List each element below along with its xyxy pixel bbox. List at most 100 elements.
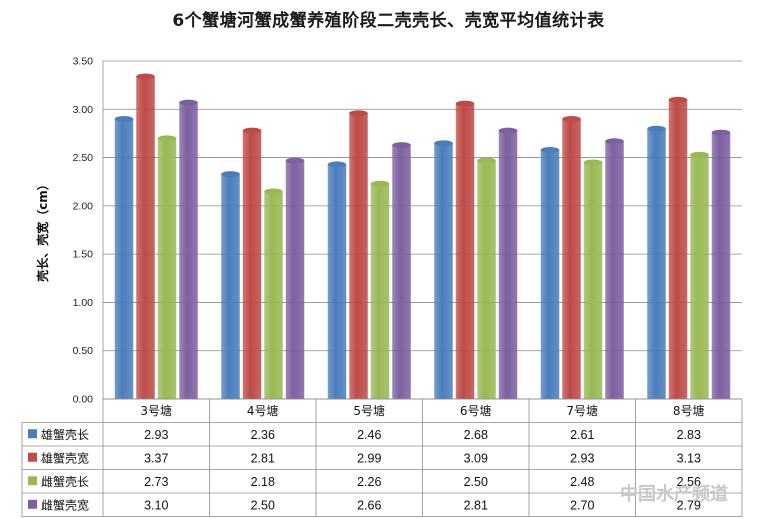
bar <box>370 183 390 399</box>
bar-cap <box>605 138 624 145</box>
y-tick-label: 1.00 <box>73 297 94 309</box>
bar <box>242 130 262 400</box>
y-tick-label: 2.00 <box>73 200 94 212</box>
y-axis: 0.00 0.50 1.00 1.50 2.00 2.50 3.00 3.50 <box>73 56 104 406</box>
x-tick-label: 3号塘 <box>140 403 172 418</box>
bar <box>647 128 666 399</box>
bar <box>179 102 198 399</box>
legend-swatch <box>28 452 37 462</box>
y-tick-label: 1.50 <box>73 249 94 261</box>
bar <box>668 99 688 399</box>
data-label: 3.09 <box>464 451 488 465</box>
bar-cap <box>477 157 496 164</box>
legend-swatch <box>28 499 37 509</box>
data-label: 2.56 <box>677 475 701 489</box>
data-label: 2.81 <box>464 498 488 512</box>
data-label: 2.93 <box>144 428 168 442</box>
bar <box>498 130 518 400</box>
y-tick-label: 2.50 <box>73 152 94 164</box>
bar-cap <box>179 99 198 106</box>
bar <box>221 174 240 399</box>
bar <box>157 138 177 400</box>
data-label: 2.93 <box>570 451 594 465</box>
data-label: 2.48 <box>570 475 594 489</box>
bar <box>690 154 709 399</box>
bar <box>583 162 603 399</box>
bar <box>562 119 581 399</box>
data-label: 3.37 <box>144 451 168 465</box>
data-label: 2.73 <box>144 475 168 489</box>
bar-cap <box>668 96 688 103</box>
bar-cap <box>157 135 177 142</box>
data-label: 2.66 <box>357 498 381 512</box>
data-label: 2.70 <box>570 498 594 512</box>
x-tick-label: 7号塘 <box>566 403 598 418</box>
data-label: 2.46 <box>357 428 381 442</box>
x-tick-label: 4号塘 <box>247 403 279 418</box>
data-label: 2.68 <box>464 428 488 442</box>
bar-cap <box>647 125 666 132</box>
bars <box>114 73 731 400</box>
bar <box>711 132 731 399</box>
y-tick-label: 3.00 <box>73 104 94 116</box>
bar-cap <box>264 188 283 195</box>
legend-swatch <box>28 476 37 486</box>
bar <box>285 160 305 399</box>
data-label: 2.50 <box>251 498 275 512</box>
legend-label: 雄蟹壳长 <box>41 427 89 442</box>
data-label: 2.26 <box>357 475 381 489</box>
bar-cap <box>562 116 581 123</box>
data-label: 3.10 <box>144 498 168 512</box>
bar <box>327 164 347 399</box>
bar-cap <box>455 100 475 107</box>
bar <box>455 103 475 399</box>
data-label: 2.99 <box>357 451 381 465</box>
bar-cap <box>370 180 390 187</box>
y-tick-label: 3.50 <box>73 56 94 68</box>
grid-lines <box>103 60 742 400</box>
watermark: 中国水产频道 <box>620 483 728 505</box>
bar-cap <box>711 129 731 136</box>
x-tick-label: 6号塘 <box>460 403 492 418</box>
data-label: 2.79 <box>677 498 701 512</box>
bar-cap <box>221 171 240 178</box>
bar-cap <box>498 127 518 134</box>
chart-title: 6个蟹塘河蟹成蟹养殖阶段二壳壳长、壳宽平均值统计表 <box>172 11 605 31</box>
data-label: 2.61 <box>570 428 594 442</box>
data-label: 2.18 <box>251 475 275 489</box>
bar-cap <box>327 161 347 168</box>
bar-cap <box>242 127 262 134</box>
bar <box>477 160 496 399</box>
bar <box>349 113 368 399</box>
bar-cap <box>690 151 709 158</box>
data-label: 3.13 <box>677 451 701 465</box>
data-label: 2.81 <box>251 451 275 465</box>
bar-cap <box>540 146 560 153</box>
bar <box>434 143 453 399</box>
bar-cap <box>114 116 134 123</box>
bar <box>264 191 283 399</box>
bar-cap <box>136 73 155 80</box>
y-axis-label: 壳长、壳宽（cm） <box>35 178 50 283</box>
x-tick-label: 5号塘 <box>353 403 385 418</box>
y-tick-label: 0.00 <box>73 394 94 406</box>
data-label: 2.50 <box>464 475 488 489</box>
bar-cap <box>285 157 305 164</box>
bar-cap <box>392 142 411 149</box>
bar <box>114 119 134 399</box>
data-label: 2.83 <box>677 428 701 442</box>
bar <box>605 141 624 399</box>
bar-cap <box>434 140 453 147</box>
legend-label: 雄蟹壳宽 <box>41 450 89 465</box>
bar-cap <box>349 110 368 117</box>
bar-cap <box>583 159 603 166</box>
legend-swatch <box>28 429 37 439</box>
data-label: 2.36 <box>251 428 275 442</box>
bar <box>392 145 411 399</box>
bar <box>136 76 155 399</box>
bar <box>540 149 560 399</box>
y-tick-label: 0.50 <box>73 345 94 357</box>
legend-label: 雌蟹壳长 <box>41 474 89 489</box>
